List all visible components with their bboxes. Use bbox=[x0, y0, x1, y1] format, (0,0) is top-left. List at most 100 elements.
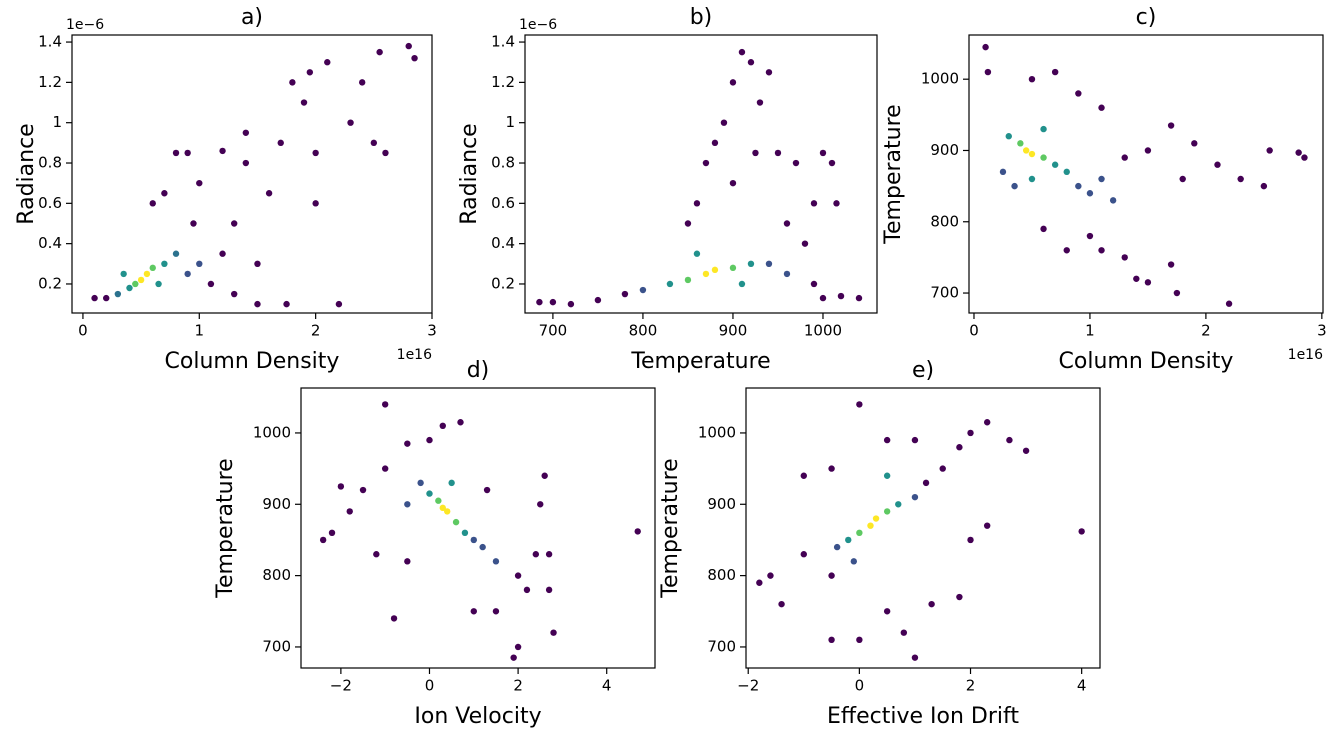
subplot: 700 800 900 1000 0.2 0.4 0.6 0.8 1 1.2 1.4 b) Temper… bbox=[457, 5, 878, 374]
point bbox=[856, 636, 863, 644]
y-tick-label: 900 bbox=[707, 495, 736, 513]
point bbox=[1144, 279, 1152, 286]
point bbox=[457, 419, 464, 426]
point bbox=[126, 284, 133, 292]
point bbox=[666, 280, 674, 288]
point bbox=[161, 190, 168, 197]
point bbox=[1214, 161, 1221, 168]
point bbox=[1133, 275, 1140, 282]
point bbox=[277, 139, 284, 147]
x-tick-label: 4 bbox=[1077, 677, 1087, 695]
point bbox=[1075, 182, 1082, 190]
point bbox=[479, 543, 486, 551]
point bbox=[492, 608, 500, 615]
point bbox=[149, 200, 156, 207]
point bbox=[711, 266, 719, 274]
point bbox=[439, 504, 446, 512]
point bbox=[452, 518, 460, 526]
point bbox=[967, 429, 974, 437]
point bbox=[184, 270, 191, 278]
point bbox=[1167, 122, 1175, 129]
y-axis-label: Radiance bbox=[14, 123, 39, 224]
point bbox=[404, 501, 411, 508]
point bbox=[219, 147, 226, 155]
point bbox=[956, 444, 963, 451]
point bbox=[747, 59, 755, 66]
x-tick-label: 800 bbox=[629, 322, 658, 340]
point bbox=[1266, 147, 1273, 154]
point bbox=[265, 190, 273, 197]
point bbox=[956, 593, 963, 601]
point bbox=[911, 436, 919, 444]
point bbox=[1063, 247, 1070, 254]
point bbox=[567, 300, 575, 308]
point bbox=[370, 139, 378, 147]
point bbox=[230, 220, 238, 227]
point bbox=[856, 529, 863, 537]
point bbox=[541, 472, 548, 479]
point bbox=[435, 497, 442, 504]
x-tick-label: 900 bbox=[719, 322, 748, 340]
point bbox=[242, 129, 250, 136]
point bbox=[470, 608, 477, 615]
point bbox=[639, 286, 647, 294]
point bbox=[242, 159, 250, 167]
point bbox=[801, 240, 809, 247]
point bbox=[922, 479, 930, 487]
point bbox=[819, 149, 827, 157]
y-tick-label: 700 bbox=[707, 637, 736, 655]
axes-frame bbox=[300, 387, 656, 669]
point bbox=[404, 440, 411, 447]
y-offset-text: 1e−6 bbox=[519, 17, 557, 33]
point bbox=[373, 551, 380, 558]
subplot: 0 1 2 3 0.2 0.4 0.6 0.8 1 1.2 1.4 a) Column Density R… bbox=[14, 5, 437, 374]
point bbox=[800, 551, 807, 558]
point bbox=[1040, 225, 1047, 233]
point bbox=[702, 270, 710, 278]
point bbox=[845, 536, 852, 544]
point bbox=[747, 260, 755, 268]
point bbox=[103, 294, 110, 302]
y-tick-label: 1000 bbox=[253, 423, 291, 441]
point bbox=[729, 79, 737, 86]
x-axis-label: Temperature bbox=[630, 349, 770, 374]
point bbox=[306, 69, 314, 76]
point bbox=[510, 654, 517, 661]
point bbox=[1173, 289, 1181, 297]
point bbox=[928, 600, 935, 608]
point bbox=[1109, 197, 1117, 204]
point bbox=[752, 149, 759, 157]
point bbox=[545, 586, 553, 594]
axes-frame bbox=[524, 34, 878, 314]
point bbox=[149, 264, 156, 272]
point bbox=[1179, 175, 1186, 183]
point bbox=[1086, 190, 1094, 197]
point bbox=[411, 54, 418, 62]
point bbox=[190, 220, 197, 227]
x-axis-label: Column Density bbox=[165, 349, 340, 374]
point bbox=[492, 558, 500, 565]
point bbox=[439, 422, 446, 430]
point bbox=[800, 472, 807, 479]
point bbox=[783, 220, 791, 227]
y-tick-label: 800 bbox=[262, 566, 291, 584]
point bbox=[461, 529, 469, 537]
point bbox=[792, 159, 800, 167]
point bbox=[196, 260, 203, 268]
y-tick-label: 900 bbox=[930, 141, 959, 159]
y-tick-label: 0.4 bbox=[38, 234, 62, 252]
point bbox=[376, 48, 383, 56]
subplot-title: d) bbox=[467, 358, 490, 383]
point bbox=[1098, 104, 1105, 111]
point bbox=[774, 149, 782, 157]
point bbox=[230, 290, 238, 298]
y-tick-label: 1000 bbox=[698, 423, 736, 441]
y-tick-label: 1.2 bbox=[38, 73, 62, 91]
point bbox=[872, 515, 880, 522]
point bbox=[358, 79, 366, 86]
point bbox=[1028, 75, 1036, 83]
point bbox=[300, 99, 308, 106]
point bbox=[911, 493, 919, 501]
point bbox=[1098, 175, 1105, 183]
point bbox=[738, 280, 746, 288]
